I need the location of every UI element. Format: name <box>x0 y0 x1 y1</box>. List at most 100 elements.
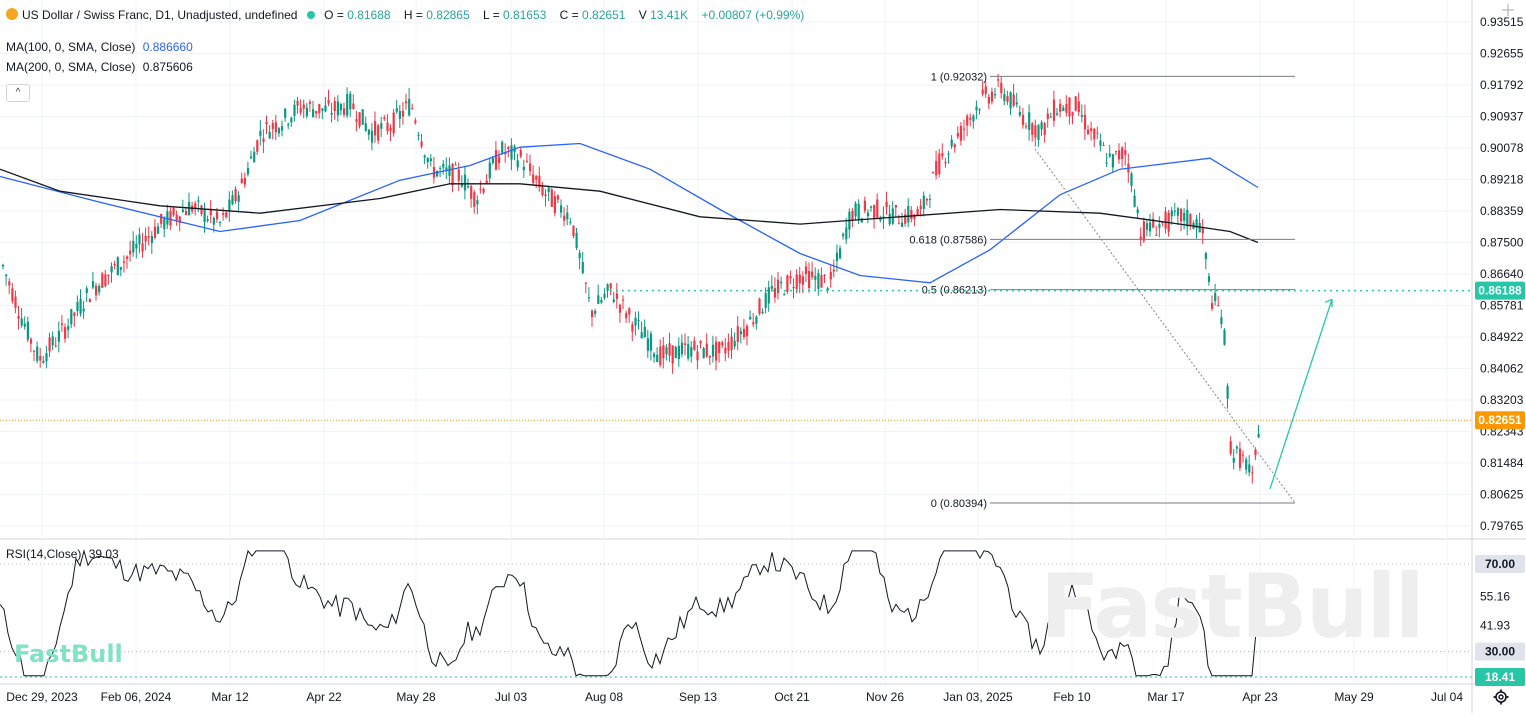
crosshair-corner-icon[interactable] <box>1500 2 1516 18</box>
candle-body <box>780 281 783 284</box>
candle-body <box>1012 94 1015 106</box>
candle-body <box>398 111 401 119</box>
candle-body <box>293 104 296 116</box>
candle-body <box>259 130 262 136</box>
candle-body <box>370 130 374 143</box>
candle-body <box>302 104 305 109</box>
candle-body <box>674 346 677 359</box>
candle-body <box>467 185 470 188</box>
candle-body <box>798 274 801 284</box>
candle-body <box>1139 236 1142 240</box>
candle-body <box>721 342 724 346</box>
target-price-badge: 0.86188 <box>1478 284 1522 298</box>
dot-icon <box>306 11 315 19</box>
candle-body <box>959 125 963 141</box>
candle-body <box>57 330 60 342</box>
candle-body <box>1211 303 1214 309</box>
candle-body <box>947 153 950 155</box>
price-axis-label: 0.91792 <box>1480 78 1524 92</box>
price-axis-label: 0.90937 <box>1480 109 1524 123</box>
candle-body <box>904 214 907 224</box>
candle-body <box>336 101 339 116</box>
candle-body <box>70 309 73 325</box>
candle-body <box>1195 219 1198 229</box>
candle-body <box>150 236 153 244</box>
time-axis-label: Feb 06, 2024 <box>101 690 172 704</box>
candle-body <box>411 107 414 109</box>
candle-body <box>708 355 711 358</box>
candle-body <box>1118 150 1121 160</box>
candle-body <box>172 207 175 216</box>
candle-body <box>1158 224 1161 228</box>
candle-body <box>916 209 919 216</box>
candle-body <box>547 187 550 192</box>
candle-body <box>1130 173 1133 186</box>
candle-body <box>1018 111 1021 116</box>
candle-body <box>54 345 57 347</box>
candle-body <box>612 299 615 303</box>
candle-body <box>1217 305 1220 307</box>
gear-icon[interactable] <box>1493 689 1509 705</box>
price-axis-label: 0.90078 <box>1480 141 1524 155</box>
rsi-30-badge: 30.00 <box>1485 645 1515 659</box>
candle-body <box>978 109 981 111</box>
candle-body <box>1105 162 1108 164</box>
candle-body <box>181 209 184 212</box>
candle-body <box>1232 457 1235 463</box>
time-axis-label: Aug 08 <box>585 690 623 704</box>
candle-body <box>126 256 129 259</box>
candle-body <box>925 198 928 201</box>
candle-body <box>284 108 287 118</box>
candle-body <box>184 211 188 216</box>
candle-body <box>532 174 535 183</box>
candle-body <box>321 108 324 111</box>
candle-body <box>894 204 897 208</box>
time-axis-label: Jul 03 <box>495 690 527 704</box>
rsi-axis-label: 55.16 <box>1480 590 1510 604</box>
candle-body <box>699 341 702 344</box>
candle-body <box>671 345 674 364</box>
candle-body <box>1214 292 1217 301</box>
candle-body <box>984 86 987 94</box>
fib-level-label: 1 (0.92032) <box>931 71 987 83</box>
candle-body <box>327 99 330 104</box>
candle-body <box>1034 125 1037 138</box>
candle-body <box>1090 128 1093 132</box>
collapse-legend-button[interactable]: ^ <box>6 84 30 102</box>
candle-body <box>67 326 70 330</box>
candle-body <box>243 177 246 185</box>
candle-body <box>594 310 597 314</box>
candle-body <box>786 275 789 292</box>
rsi-current-badge: 18.41 <box>1485 670 1515 684</box>
ma100-line <box>0 142 1259 284</box>
candle-body <box>600 299 603 303</box>
candle-body <box>364 123 367 131</box>
candle-body <box>73 312 76 316</box>
candle-body <box>1037 125 1040 140</box>
candle-body <box>724 347 727 354</box>
candle-body <box>656 354 659 363</box>
candle-body <box>1133 195 1136 207</box>
open-label: O = <box>324 8 344 22</box>
candle-body <box>975 106 978 111</box>
candle-body <box>330 112 333 115</box>
ma100-value: 0.886660 <box>142 40 193 54</box>
candle-body <box>135 243 138 249</box>
candle-body <box>1220 317 1223 325</box>
candle-body <box>14 296 17 308</box>
candle-body <box>761 311 764 314</box>
candle-body <box>851 210 854 221</box>
price-axis-label: 0.89218 <box>1480 173 1524 187</box>
candle-body <box>144 235 147 242</box>
time-axis-label: Mar 12 <box>211 690 249 704</box>
watermark-logo-small: FastBull <box>14 640 123 668</box>
candle-body <box>597 295 600 304</box>
candle-body <box>157 226 160 234</box>
candle-body <box>439 167 442 169</box>
candle-body <box>436 171 439 177</box>
low-value: 0.81653 <box>502 8 547 22</box>
candle-body <box>842 233 845 237</box>
candle-body <box>1087 129 1090 135</box>
